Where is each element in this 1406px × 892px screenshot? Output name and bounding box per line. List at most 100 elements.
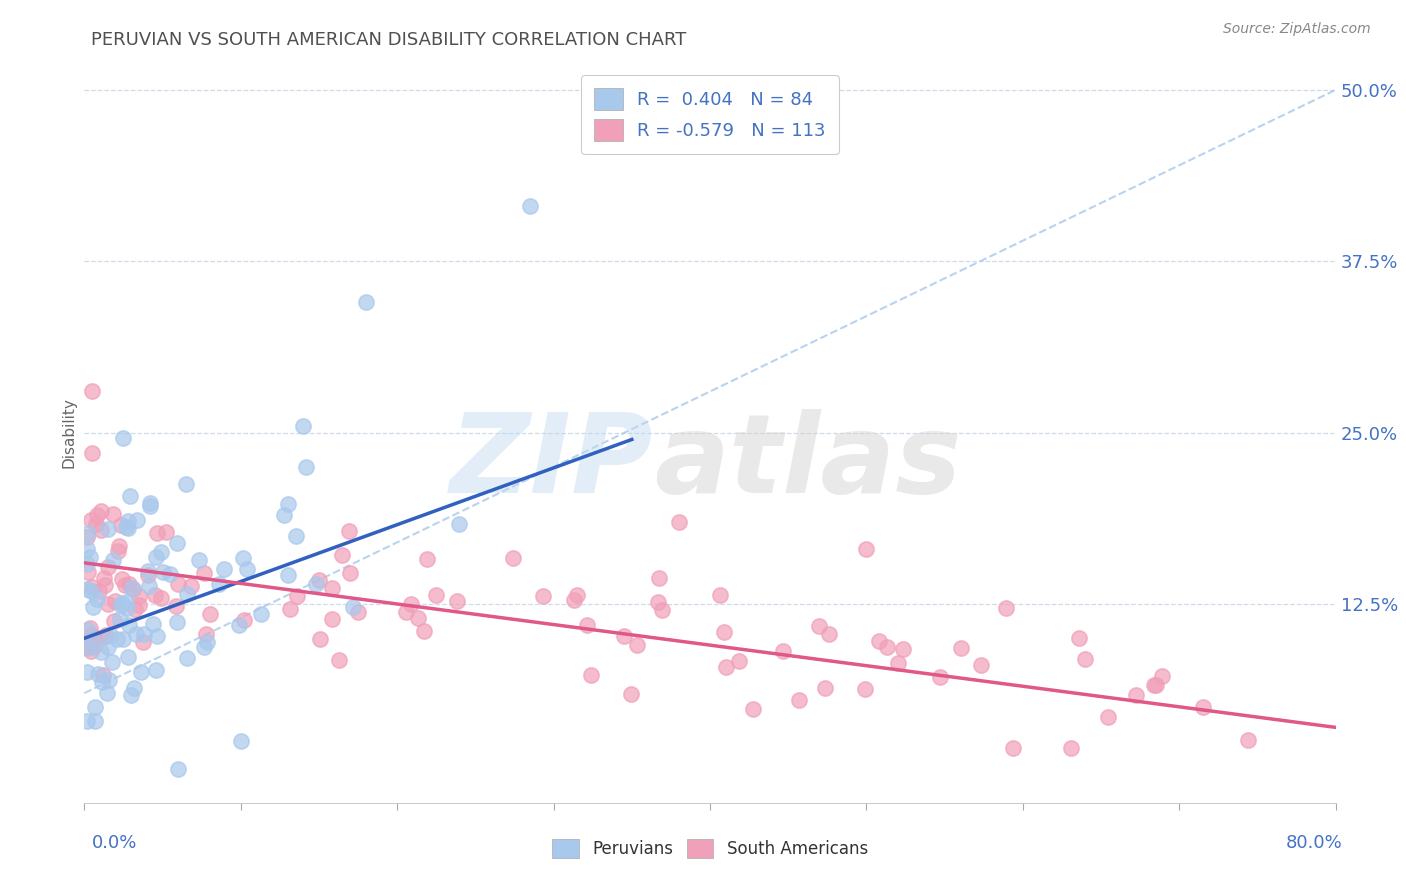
Point — [709, 588, 731, 602]
Point — [180, 579, 202, 593]
Point — [110, 598, 132, 612]
Point — [93, 571, 115, 585]
Point — [165, 599, 187, 614]
Point — [853, 681, 876, 696]
Point — [1143, 678, 1166, 692]
Point — [995, 600, 1018, 615]
Point — [76, 665, 98, 679]
Text: 80.0%: 80.0% — [1286, 834, 1343, 852]
Point — [122, 582, 145, 596]
Point — [950, 640, 973, 655]
Point — [83, 630, 105, 644]
Point — [565, 589, 588, 603]
Point — [107, 539, 129, 553]
Point — [562, 592, 585, 607]
Point — [117, 521, 139, 535]
Point — [193, 566, 215, 580]
Point — [321, 581, 343, 595]
Point — [146, 525, 169, 540]
Point — [80, 628, 103, 642]
Point — [1125, 689, 1147, 703]
Point — [79, 513, 101, 527]
Point — [876, 640, 898, 655]
Point — [208, 577, 231, 591]
Point — [728, 654, 751, 668]
Point — [449, 516, 471, 531]
Point — [176, 587, 198, 601]
Point — [86, 508, 108, 522]
Point — [77, 525, 100, 540]
Point — [1144, 678, 1167, 692]
Point — [1074, 652, 1097, 666]
Point — [96, 686, 118, 700]
Point — [83, 714, 105, 728]
Point — [86, 592, 108, 607]
Point — [305, 576, 328, 591]
Point — [117, 649, 139, 664]
Point — [114, 578, 136, 592]
Point — [97, 597, 120, 611]
Point — [1060, 741, 1083, 756]
Point — [342, 600, 364, 615]
Point — [90, 504, 112, 518]
Point — [77, 566, 100, 580]
Point — [308, 632, 330, 647]
Point — [76, 542, 98, 557]
Point — [741, 702, 763, 716]
Point — [76, 714, 98, 728]
Point — [103, 614, 125, 628]
Point — [120, 688, 142, 702]
Point — [250, 607, 273, 622]
Point — [129, 665, 152, 680]
Point — [143, 588, 166, 602]
Point — [278, 601, 301, 615]
Point — [90, 645, 112, 659]
Point — [531, 589, 554, 603]
Point — [105, 632, 128, 646]
Point — [110, 518, 132, 533]
Point — [166, 576, 188, 591]
Point — [647, 595, 669, 609]
Point — [76, 623, 98, 637]
Point — [110, 572, 132, 586]
Point — [82, 634, 104, 648]
Point — [648, 571, 671, 585]
Point — [122, 681, 145, 696]
Point — [121, 581, 143, 595]
Point — [101, 655, 124, 669]
Point — [138, 579, 160, 593]
Point — [413, 624, 436, 639]
Point — [969, 658, 991, 673]
Point — [277, 497, 299, 511]
Point — [328, 653, 350, 667]
Text: ZIP: ZIP — [450, 409, 654, 516]
Point — [134, 627, 156, 641]
Point — [132, 634, 155, 648]
Point — [808, 619, 831, 633]
Point — [90, 523, 112, 537]
Point — [93, 577, 115, 591]
Point — [76, 531, 98, 545]
Point — [101, 553, 124, 567]
Point — [174, 476, 197, 491]
Point — [104, 593, 127, 607]
Point — [772, 644, 794, 658]
Point — [891, 642, 914, 657]
Point — [814, 681, 837, 696]
Point — [150, 544, 173, 558]
Point — [152, 565, 174, 579]
Point — [928, 669, 950, 683]
Point — [120, 489, 142, 503]
Point — [80, 644, 103, 658]
Point — [339, 566, 361, 580]
Point — [194, 627, 217, 641]
Point — [155, 524, 177, 539]
Text: Source: ZipAtlas.com: Source: ZipAtlas.com — [1223, 22, 1371, 37]
Point — [124, 602, 146, 616]
Point — [1236, 733, 1258, 747]
Point — [115, 601, 138, 615]
Point — [347, 605, 370, 619]
Point — [112, 632, 135, 646]
Point — [668, 515, 690, 529]
Point — [1097, 709, 1119, 723]
